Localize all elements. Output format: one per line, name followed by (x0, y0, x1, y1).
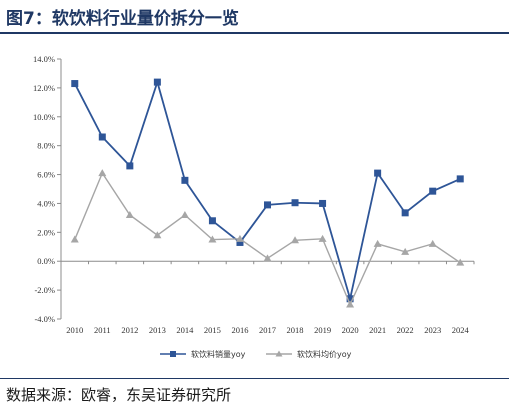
data-point-price (153, 231, 162, 239)
legend-marker-price (275, 350, 283, 357)
data-point-price (401, 247, 410, 255)
x-tick-label: 2020 (342, 325, 359, 335)
y-tick-label: 10.0% (33, 112, 55, 122)
data-point-volume (153, 78, 161, 86)
data-point-volume (429, 187, 437, 195)
series-line-2 (74, 171, 461, 307)
series-line-1 (73, 79, 461, 300)
data-point-price (263, 254, 272, 262)
x-tick-label: 2016 (231, 325, 248, 335)
chart-title: 图7：软饮料行业量价拆分一览 (6, 9, 239, 29)
data-point-volume (98, 133, 106, 141)
y-tick-label: -4.0% (34, 314, 55, 324)
data-point-volume (401, 209, 409, 217)
y-tick-label: 8.0% (37, 141, 55, 151)
y-tick-label: 6.0% (37, 170, 55, 180)
y-tick-label: -2.0% (34, 285, 55, 295)
x-tick-label: 2024 (452, 325, 470, 335)
source-note: 数据来源：欧睿，东吴证券研究所 (6, 386, 232, 404)
chart-axes: 14.0% 12.0% 10.0% 8.0% 6.0% 4.0% 2.0% 0.0% -2.0%… (33, 54, 475, 335)
chart-legend: 软饮料销量yoy 软饮料均价yoy (160, 349, 352, 359)
data-point-price (98, 169, 107, 177)
data-point-price (208, 235, 217, 243)
data-point-volume (319, 199, 327, 207)
data-point-volume (208, 217, 216, 225)
y-tick-label: 2.0% (37, 227, 55, 237)
x-tick-label: 2017 (259, 325, 276, 335)
data-point-price (70, 235, 79, 243)
data-point-volume (346, 295, 354, 303)
data-point-volume (236, 238, 244, 246)
data-point-price (235, 234, 244, 242)
x-tick-label: 2018 (287, 325, 304, 335)
x-tick-label: 2023 (424, 325, 441, 335)
x-tick-label: 2012 (121, 325, 138, 335)
data-point-price (291, 236, 300, 244)
x-tick-label: 2022 (397, 325, 414, 335)
x-tick-label: 2013 (149, 325, 166, 335)
title-divider (0, 32, 509, 34)
legend-marker-volume (170, 351, 176, 357)
data-point-price (180, 211, 189, 218)
data-point-price (428, 239, 437, 247)
legend-label-2: 软饮料均价yoy (297, 349, 352, 359)
x-tick-label: 2021 (369, 325, 386, 335)
data-point-volume (126, 162, 134, 170)
data-point-price (373, 239, 382, 247)
data-point-volume (264, 201, 271, 209)
data-point-volume (374, 169, 382, 177)
data-point-volume (291, 199, 299, 207)
data-point-price (318, 234, 327, 242)
footer-divider (0, 378, 509, 379)
y-tick-label: 12.0% (33, 83, 55, 93)
data-point-volume (71, 80, 79, 88)
chart-series (70, 78, 465, 308)
y-tick-label: 4.0% (37, 198, 55, 208)
legend-label-1: 软饮料销量yoy (191, 349, 246, 359)
data-point-price (456, 258, 465, 266)
data-point-volume (456, 175, 464, 183)
y-tick-label: 0.0% (37, 256, 55, 266)
data-point-price (125, 211, 134, 218)
y-tick-label: 14.0% (33, 54, 55, 64)
data-point-price (346, 300, 355, 308)
x-tick-label: 2015 (204, 325, 221, 335)
x-tick-label: 2010 (66, 325, 83, 335)
data-point-volume (181, 176, 189, 184)
x-tick-label: 2011 (94, 325, 111, 335)
x-tick-label: 2014 (176, 325, 194, 335)
x-tick-label: 2019 (314, 325, 331, 335)
